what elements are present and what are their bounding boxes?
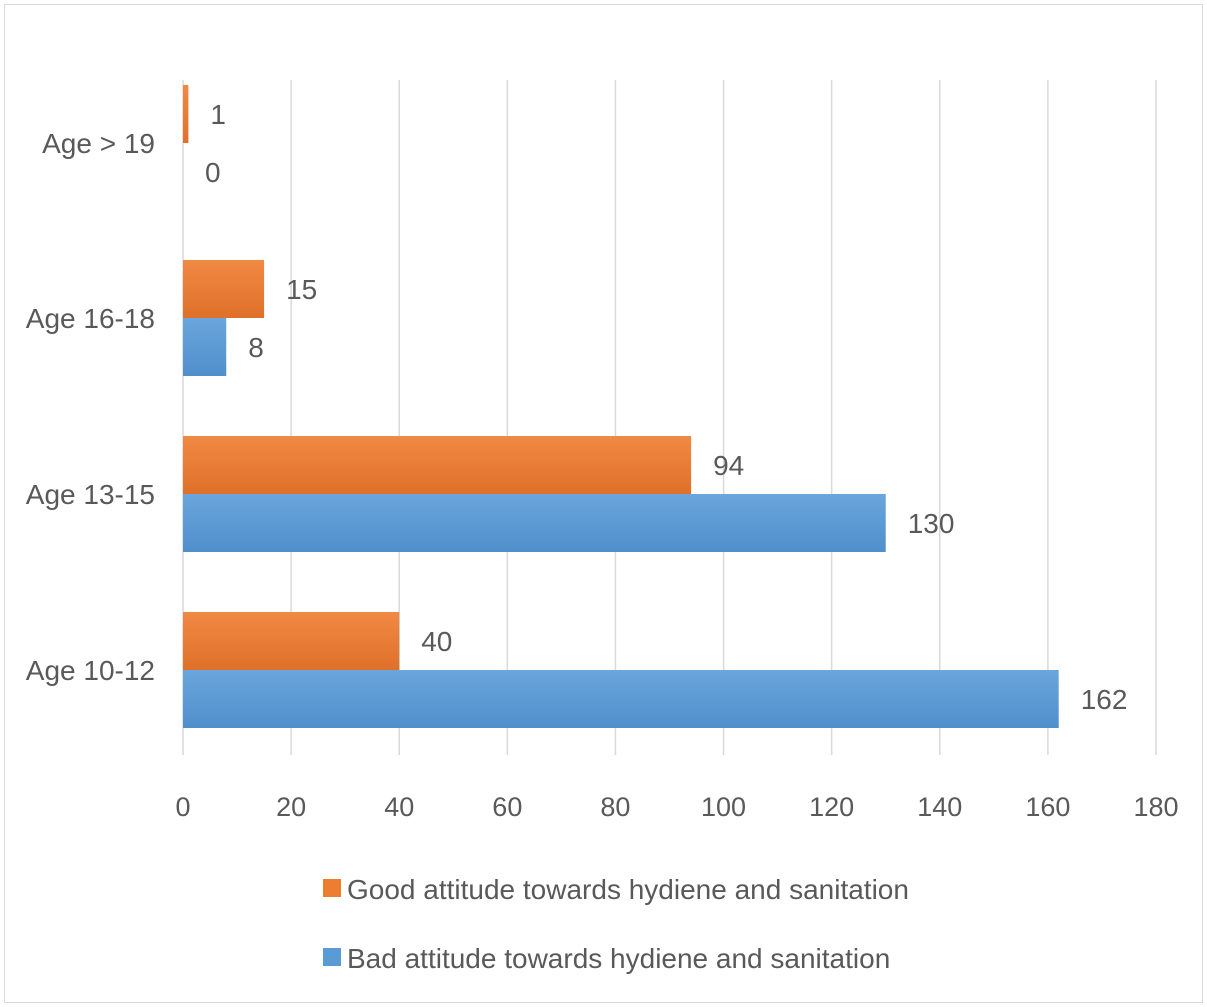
bar-good-age-16-18 (183, 260, 265, 318)
x-tick-label-120: 120 (809, 792, 854, 822)
x-tick-label-100: 100 (701, 792, 746, 822)
x-tick-label-0: 0 (175, 792, 190, 822)
data-label-bad-age-13-15: 130 (908, 508, 955, 539)
y-category-label-age-10-12: Age 10-12 (26, 655, 155, 686)
x-tick-label-20: 20 (276, 792, 306, 822)
x-tick-label-40: 40 (384, 792, 414, 822)
data-label-bad-age-16-18: 8 (248, 332, 264, 363)
bar-bad-age-13-15 (183, 494, 886, 552)
y-category-label-age-16-18: Age 16-18 (26, 303, 155, 334)
legend-label-bad: Bad attitude towards hydiene and sanitat… (347, 943, 890, 974)
legend: Good attitude towards hydiene and sanita… (323, 874, 909, 974)
x-tick-label-60: 60 (492, 792, 522, 822)
data-label-good-age-16-18: 15 (286, 274, 317, 305)
data-label-good-age-19: 1 (210, 99, 226, 130)
data-label-bad-age-10-12: 162 (1081, 684, 1128, 715)
x-tick-label-160: 160 (1025, 792, 1070, 822)
y-category-label-age-19: Age > 19 (42, 128, 155, 159)
data-label-bad-age-19: 0 (205, 157, 221, 188)
data-label-good-age-13-15: 94 (713, 450, 744, 481)
bar-good-age-13-15 (183, 436, 692, 494)
x-tick-label-180: 180 (1133, 792, 1178, 822)
bar-good-age-10-12 (183, 612, 400, 670)
data-label-good-age-10-12: 40 (421, 626, 452, 657)
bar-bad-age-10-12 (183, 670, 1059, 728)
y-category-label-age-13-15: Age 13-15 (26, 479, 155, 510)
bar-good-age-19 (183, 85, 189, 143)
x-tick-label-80: 80 (600, 792, 630, 822)
bar-bad-age-16-18 (183, 318, 227, 376)
x-tick-label-140: 140 (917, 792, 962, 822)
legend-label-good: Good attitude towards hydiene and sanita… (347, 874, 909, 905)
legend-swatch-bad (323, 948, 341, 966)
legend-swatch-good (323, 879, 341, 897)
bars (183, 85, 1059, 728)
